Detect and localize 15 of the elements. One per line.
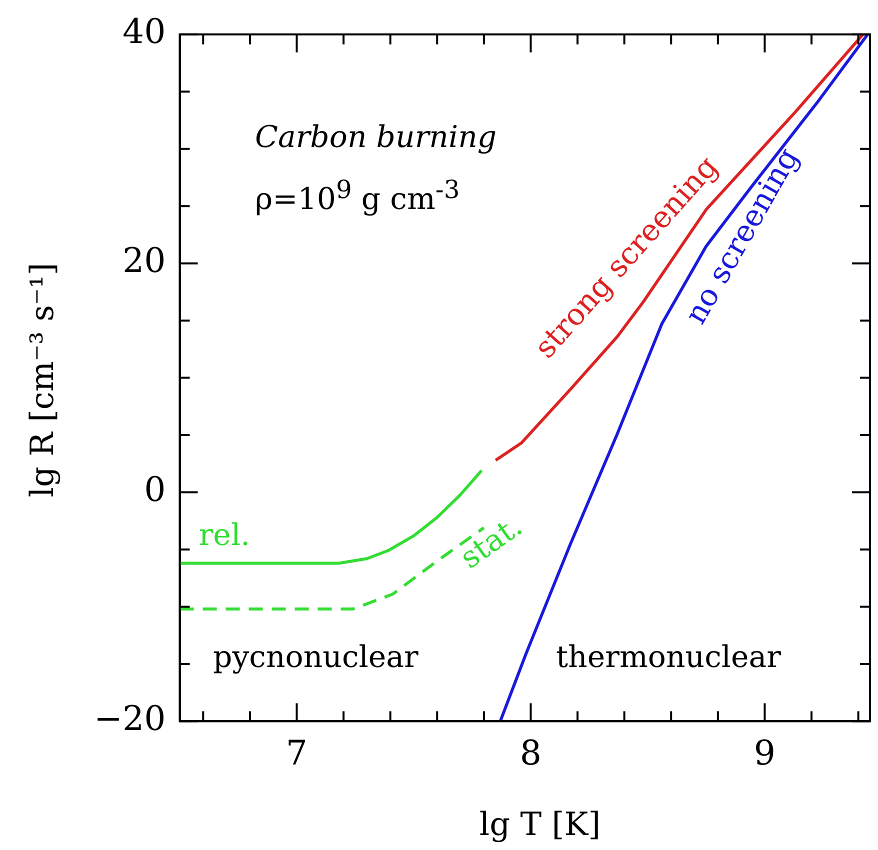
text: stat. [454,508,529,576]
x-tick-label: 8 [520,733,542,774]
y-tick-label: −20 [94,699,166,740]
annotation: pycnonuclear [213,640,418,675]
y-axis-title: lg R [cm⁻³ s⁻¹] [23,262,61,498]
annotation: Carbon burning [255,120,497,155]
y-tick-label: 0 [144,470,166,510]
series-label: rel. [198,518,250,554]
x-tick-label: 9 [754,733,776,774]
annotation: ρ=10$^{9}$ g cm$^{-3}$ [255,175,460,217]
y-tick-label: 40 [122,12,166,52]
x-axis-title: lg T [K] [479,805,601,843]
x-tick-label: 7 [286,733,308,774]
annotation: thermonuclear [556,640,781,675]
y-tick-label: 20 [122,241,166,282]
